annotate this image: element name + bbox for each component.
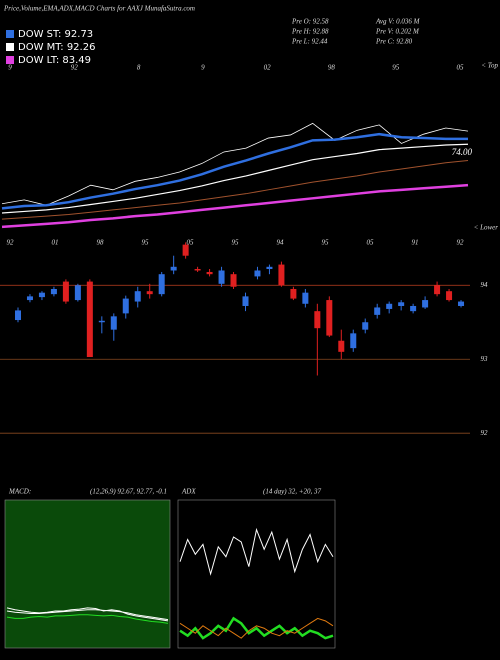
candle-body: [314, 311, 321, 329]
page-title: Price,Volume,EMA,ADX,MACD Charts for AAX…: [3, 5, 195, 13]
series-line: [6, 609, 169, 621]
x-tick-label: 92: [7, 239, 15, 247]
candle-body: [170, 266, 177, 271]
candle-body: [422, 300, 429, 308]
candle-body: [146, 291, 153, 295]
candle-body: [398, 302, 405, 306]
candle-body: [134, 291, 141, 302]
candle-body: [50, 288, 57, 295]
stat-label: Pre C: 92.80: [375, 38, 413, 46]
candle-body: [434, 285, 441, 295]
x-tick-label: 98: [97, 239, 105, 247]
candle-body: [302, 292, 309, 304]
candle-body: [242, 296, 249, 306]
x-tick-label: 95: [322, 239, 330, 247]
candle-body: [62, 281, 69, 302]
candle-body: [290, 288, 297, 299]
legend-label: DOW LT: 83.49: [18, 55, 91, 66]
candle-body: [362, 322, 369, 330]
candle-body: [386, 303, 393, 309]
series-line: [1, 183, 469, 229]
legend-label: DOW MT: 92.26: [18, 42, 95, 53]
candle-body: [230, 274, 237, 287]
x-tick-label: 95: [142, 239, 150, 247]
panel-subtitle: (12,26,9) 92.67, 92.77, -0.1: [90, 488, 167, 496]
y-tick-label: 92: [481, 429, 489, 437]
candle-body: [374, 307, 381, 315]
candle-body: [266, 266, 273, 270]
x-tick-label: 98: [328, 64, 336, 72]
panel-title: ADX: [181, 488, 196, 496]
candle-body: [410, 305, 417, 312]
series-line: [1, 122, 469, 206]
series-line: [1, 143, 469, 214]
x-tick-label: 95: [392, 64, 400, 72]
panel-background: [177, 499, 336, 649]
side-label: < Lower: [474, 224, 499, 232]
candle-body: [74, 285, 81, 301]
series-line: [179, 527, 334, 576]
panel-background: [4, 499, 171, 649]
candle-body: [110, 316, 117, 330]
side-label: < Top: [481, 62, 498, 70]
x-tick-label: 05: [187, 239, 195, 247]
candle-body: [98, 320, 105, 323]
candle-body: [158, 274, 165, 295]
candle-body: [350, 333, 357, 349]
stat-label: Pre O: 92.58: [291, 18, 329, 26]
candle-body: [194, 269, 201, 271]
candle-body: [446, 291, 453, 301]
series-line: [6, 614, 169, 624]
stat-label: Avg V: 0.036 M: [375, 18, 421, 26]
x-tick-label: 05: [367, 239, 375, 247]
legend-swatch: [6, 56, 14, 64]
x-tick-label: 05: [457, 64, 465, 72]
candle-body: [26, 296, 33, 301]
x-tick-label: 92: [71, 64, 79, 72]
candle-body: [122, 298, 129, 314]
candle-body: [38, 292, 45, 298]
legend-swatch: [6, 43, 14, 51]
series-line: [1, 159, 469, 220]
candle-body: [278, 264, 285, 286]
candle-body: [218, 270, 225, 284]
candle-body: [338, 340, 345, 352]
candle-body: [458, 301, 465, 306]
candle-body: [86, 281, 93, 358]
candle-body: [15, 310, 21, 321]
stat-label: Pre L: 92.44: [291, 38, 328, 46]
candle-body: [254, 270, 261, 277]
panel-title: MACD:: [8, 488, 31, 496]
x-tick-label: 91: [412, 239, 419, 247]
series-line: [179, 617, 334, 639]
x-tick-label: 01: [52, 239, 59, 247]
y-tick-label: 94: [481, 281, 489, 289]
x-tick-label: 95: [232, 239, 240, 247]
y-tick-label: 93: [481, 355, 489, 363]
candle-body: [206, 271, 213, 275]
panel-subtitle: (14 day) 32, +20, 37: [263, 488, 321, 496]
x-tick-label: 9: [8, 64, 12, 72]
x-tick-label: 02: [264, 64, 272, 72]
x-tick-label: 92: [457, 239, 465, 247]
x-tick-label: 94: [277, 239, 285, 247]
legend-label: DOW ST: 92.73: [18, 29, 93, 40]
series-line: [179, 616, 334, 640]
x-tick-label: 9: [201, 64, 205, 72]
series-line: [6, 607, 169, 622]
x-tick-label: 8: [137, 64, 141, 72]
series-line: [1, 132, 468, 210]
candle-body: [182, 244, 189, 256]
candle-body: [326, 300, 333, 336]
stat-label: Pre V: 0.202 M: [375, 28, 420, 36]
legend-swatch: [6, 30, 14, 38]
stat-label: Pre H: 92.88: [291, 28, 329, 36]
annotation: 74.00: [452, 147, 473, 157]
